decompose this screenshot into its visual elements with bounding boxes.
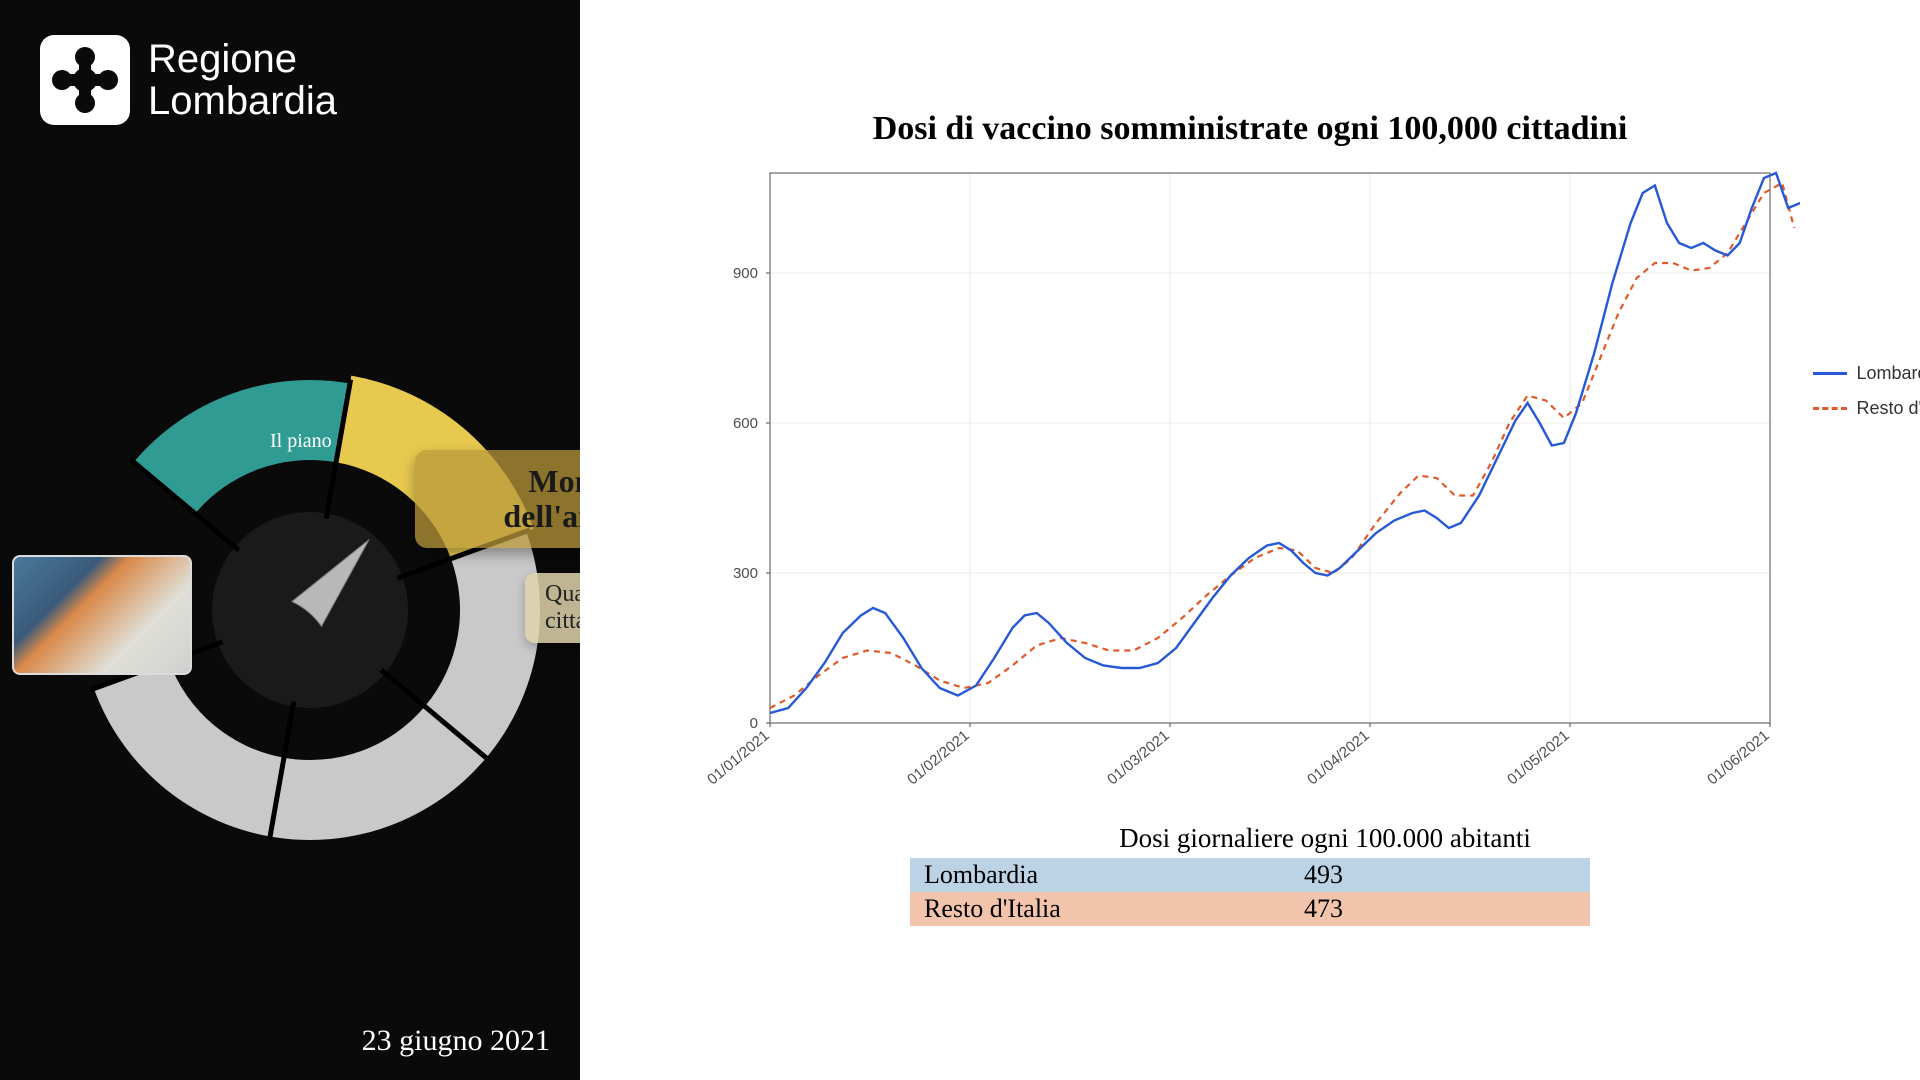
chart-legend: Lombardia Resto d'Italia: [1813, 363, 1920, 433]
summary-table: Dosi giornaliere ogni 100.000 abitanti L…: [910, 823, 1590, 926]
svg-text:01/03/2021: 01/03/2021: [1104, 727, 1172, 788]
svg-text:01/01/2021: 01/01/2021: [704, 727, 772, 788]
brand-line2: Lombardia: [148, 80, 337, 122]
svg-text:300: 300: [733, 565, 758, 582]
table-cell-value: 473: [1304, 894, 1564, 924]
left-panel: Regione Lombardia Il piano Monitoraggio …: [0, 0, 580, 1080]
table-cell-label: Resto d'Italia: [924, 894, 1304, 924]
legend-label: Resto d'Italia: [1857, 398, 1920, 419]
svg-text:0: 0: [750, 715, 758, 732]
legend-swatch: [1813, 372, 1847, 375]
lombardia-cross-icon: [40, 35, 130, 125]
report-date: 23 giugno 2021: [362, 1024, 550, 1058]
right-panel: Dosi di vaccino somministrate ogni 100,0…: [580, 0, 1920, 1080]
brand-text: Regione Lombardia: [148, 38, 337, 122]
table-cell-label: Lombardia: [924, 860, 1304, 890]
vaccine-thumbnail: [12, 555, 192, 675]
svg-text:01/06/2021: 01/06/2021: [1704, 727, 1772, 788]
legend-item-lombardia: Lombardia: [1813, 363, 1920, 384]
svg-text:900: 900: [733, 265, 758, 282]
legend-item-resto: Resto d'Italia: [1813, 398, 1920, 419]
brand-logo: Regione Lombardia: [40, 35, 337, 125]
line-chart: 0 300 600 900 01/01/2021 01/02/2021 01/03/2021…: [700, 153, 1800, 813]
svg-text:01/04/2021: 01/04/2021: [1304, 727, 1372, 788]
table-row: Resto d'Italia473: [910, 892, 1590, 926]
table-cell-value: 493: [1304, 860, 1564, 890]
svg-text:01/05/2021: 01/05/2021: [1504, 727, 1572, 788]
brand-line1: Regione: [148, 38, 337, 80]
svg-text:01/02/2021: 01/02/2021: [904, 727, 972, 788]
table-row: Lombardia493: [910, 858, 1590, 892]
legend-label: Lombardia: [1857, 363, 1920, 384]
legend-swatch: [1813, 407, 1847, 410]
table-title: Dosi giornaliere ogni 100.000 abitanti: [1060, 823, 1590, 854]
chart-title: Dosi di vaccino somministrate ogni 100,0…: [630, 110, 1870, 148]
svg-text:600: 600: [733, 415, 758, 432]
wheel-segment-label-piano[interactable]: Il piano: [270, 430, 332, 453]
